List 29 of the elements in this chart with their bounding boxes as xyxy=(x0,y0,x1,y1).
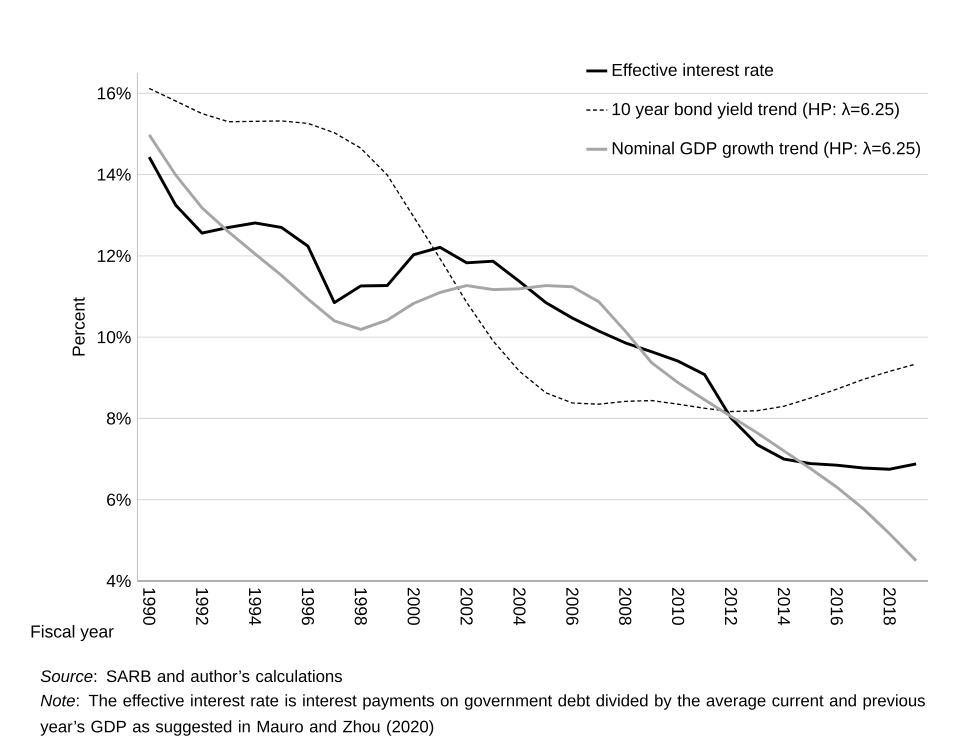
x-tick-label: 2004 xyxy=(513,588,526,626)
y-tick-label: 10% xyxy=(98,331,131,344)
x-tick-label: 2014 xyxy=(778,588,790,626)
legend-label: Nominal GDP growth trend (HP: λ=6.25) xyxy=(612,142,920,158)
x-tick-label: 2018 xyxy=(884,588,896,625)
x-tick-label: 2006 xyxy=(566,588,578,625)
y-tick-label: 8% xyxy=(106,412,131,425)
legend-label: 10 year bond yield trend (HP: λ=6.25) xyxy=(612,102,899,119)
x-tick-label: 2002 xyxy=(460,588,473,625)
x-tick-label: 2000 xyxy=(408,588,420,625)
x-tick-label: 1990 xyxy=(143,588,156,625)
x-tick-label: 2010 xyxy=(672,588,684,625)
y-tick-label: 14% xyxy=(98,168,131,181)
y-axis-title: Percent xyxy=(72,297,85,356)
x-tick-label: 1996 xyxy=(302,588,314,625)
x-axis-title: Fiscal year xyxy=(32,624,114,642)
text: Source: SARB and author’s calculations xyxy=(40,670,342,682)
x-tick-label: 1992 xyxy=(196,588,208,625)
text: Note: The effective interest rate is interest payments on government debt divided by the average current and previous year’s GDP as suggested in Mauro and Zhou (2020) xyxy=(40,694,925,736)
x-tick-label: 2008 xyxy=(619,588,632,625)
x-tick-label: 2016 xyxy=(830,588,843,625)
y-tick-label: 12% xyxy=(98,250,131,262)
y-tick-label: 6% xyxy=(107,494,131,506)
x-tick-label: 2012 xyxy=(724,588,738,625)
y-tick-label: 16% xyxy=(98,87,131,100)
x-tick-label: 1998 xyxy=(354,588,367,625)
x-tick-label: 1994 xyxy=(248,588,262,626)
y-tick-label: 4% xyxy=(106,574,131,588)
legend-label: Effective interest rate xyxy=(612,63,774,76)
